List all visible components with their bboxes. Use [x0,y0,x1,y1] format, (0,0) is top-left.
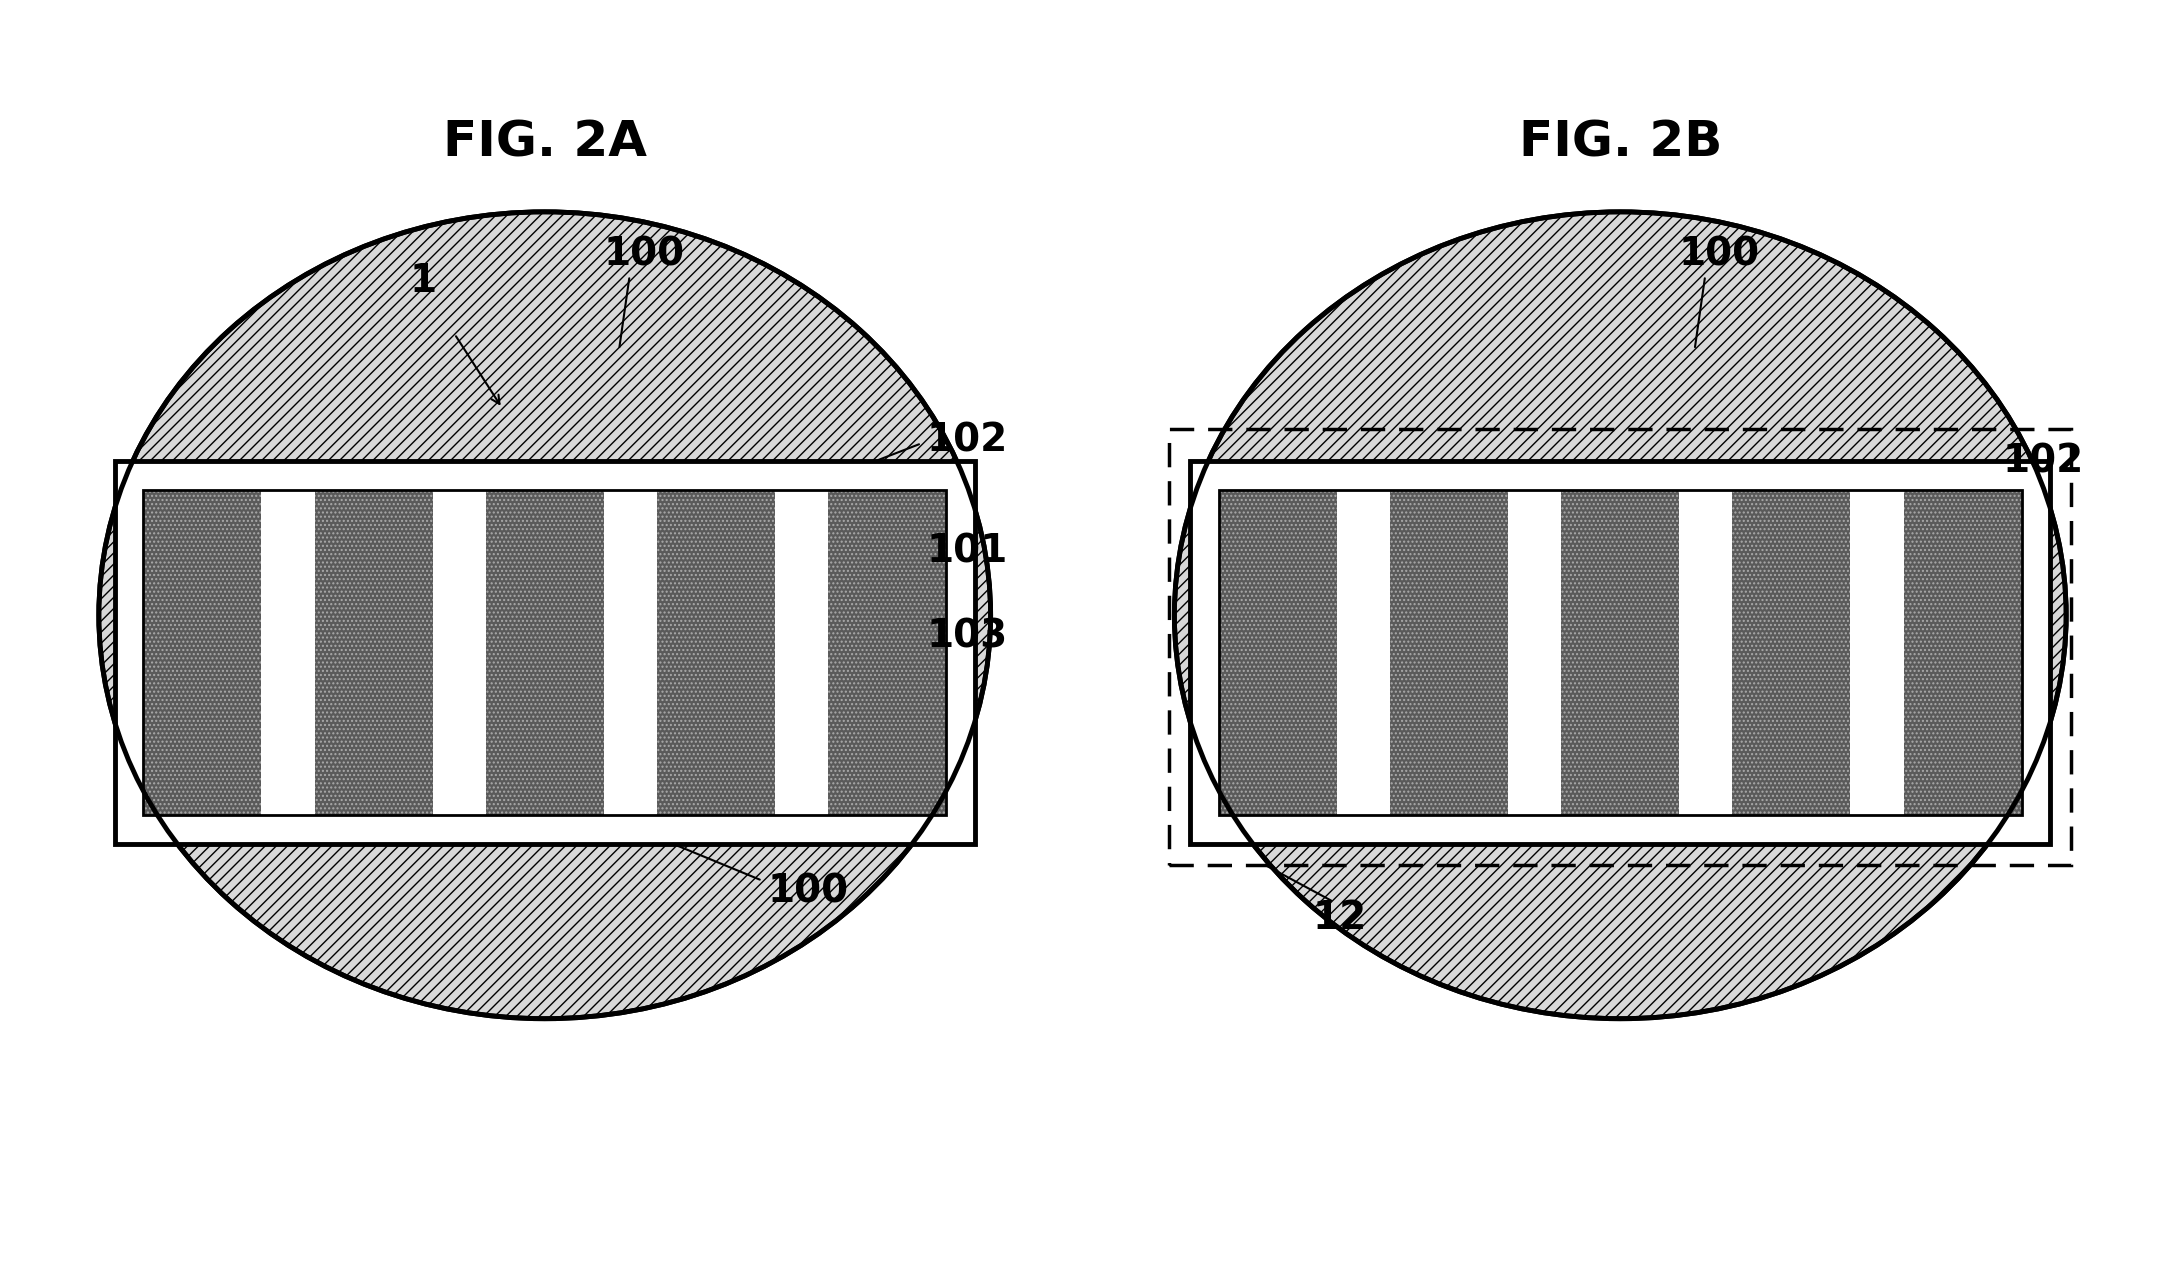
Text: 1: 1 [409,262,435,300]
Text: 12: 12 [1312,899,1366,937]
Text: FIG. 2A: FIG. 2A [442,118,647,167]
Bar [1903,490,2022,815]
Text: FIG. 2B: FIG. 2B [1518,118,1721,167]
Text: 102: 102 [927,421,1009,460]
Bar [1732,490,1851,815]
Bar [1561,490,1680,815]
Bar [1903,490,2022,815]
Bar [1680,490,1732,815]
Bar [656,490,775,815]
Bar [604,490,656,815]
Bar [1390,490,1509,815]
Bar [1561,490,1680,815]
Bar [1851,490,1903,815]
Bar [115,461,974,844]
Bar [1169,429,2072,864]
Bar [775,490,827,815]
Bar [1219,490,2022,815]
Bar [485,490,604,815]
Bar [143,490,946,815]
Ellipse shape [100,211,992,1018]
Text: 100: 100 [604,236,684,274]
Ellipse shape [1173,211,2065,1018]
Bar [1219,490,1338,815]
Bar [1509,490,1561,815]
Text: 100: 100 [769,872,849,910]
Bar [827,490,946,815]
Bar [433,490,485,815]
Bar [485,490,604,815]
Text: 102: 102 [2003,442,2083,480]
Bar [314,490,433,815]
Bar [656,490,775,815]
Bar [143,490,262,815]
Ellipse shape [1173,211,2065,1018]
Bar [143,490,262,815]
Bar [1219,490,2022,815]
Bar [143,490,946,815]
Bar [314,490,433,815]
Bar [1732,490,1851,815]
Text: 101: 101 [927,532,1009,570]
Bar [1219,490,1338,815]
Bar [1338,490,1390,815]
Ellipse shape [100,211,992,1018]
Bar [262,490,314,815]
Text: 103: 103 [927,617,1009,656]
Bar [1191,461,2050,844]
Text: 100: 100 [1678,236,1760,274]
Bar [1390,490,1509,815]
Bar [827,490,946,815]
